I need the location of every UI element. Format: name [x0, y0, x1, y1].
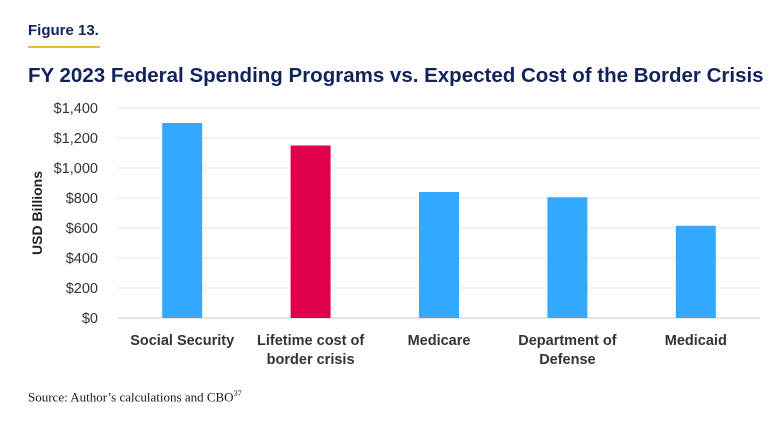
x-tick-label: Social Security [130, 333, 234, 349]
y-tick-label: $800 [66, 191, 98, 207]
source-note: Source: Author’s calculations and CBO37 [28, 389, 242, 405]
bar [162, 123, 203, 318]
y-tick-label: $600 [66, 221, 98, 237]
figure-label: Figure 13. [28, 22, 99, 39]
y-tick-label: $1,200 [54, 131, 98, 147]
y-tick-label: $1,000 [54, 161, 98, 177]
figure-label-underline [28, 46, 100, 48]
x-tick-label-line: Social Security [130, 333, 234, 349]
bar [547, 197, 588, 318]
x-tick-label: Department of Defense [518, 333, 616, 368]
y-tick-label: $400 [66, 251, 98, 267]
y-tick-label: $200 [66, 281, 98, 297]
x-tick-label: Medicaid [665, 333, 727, 349]
bar [419, 192, 459, 318]
chart-title: FY 2023 Federal Spending Programs vs. Ex… [28, 64, 764, 87]
y-tick-label: $0 [82, 311, 98, 327]
bar [675, 225, 716, 318]
y-axis-title: USD Billions [29, 171, 45, 255]
y-tick-label: $1,400 [54, 101, 98, 117]
x-tick-label: Lifetime cost of border crisis [257, 333, 364, 368]
x-tick-label-line: border crisis [267, 352, 355, 368]
x-tick-label-line: Defense [539, 352, 595, 368]
x-tick-label-line: Department of [518, 333, 616, 349]
bar [290, 145, 331, 318]
x-tick-label: Medicare [408, 333, 471, 349]
source-footnote-ref: 37 [233, 389, 242, 398]
x-tick-label-line: Medicaid [665, 333, 727, 349]
source-text: Source: Author’s calculations and CBO [28, 389, 234, 405]
x-tick-label-line: Medicare [408, 333, 471, 349]
x-tick-label-line: Lifetime cost of [257, 333, 364, 349]
